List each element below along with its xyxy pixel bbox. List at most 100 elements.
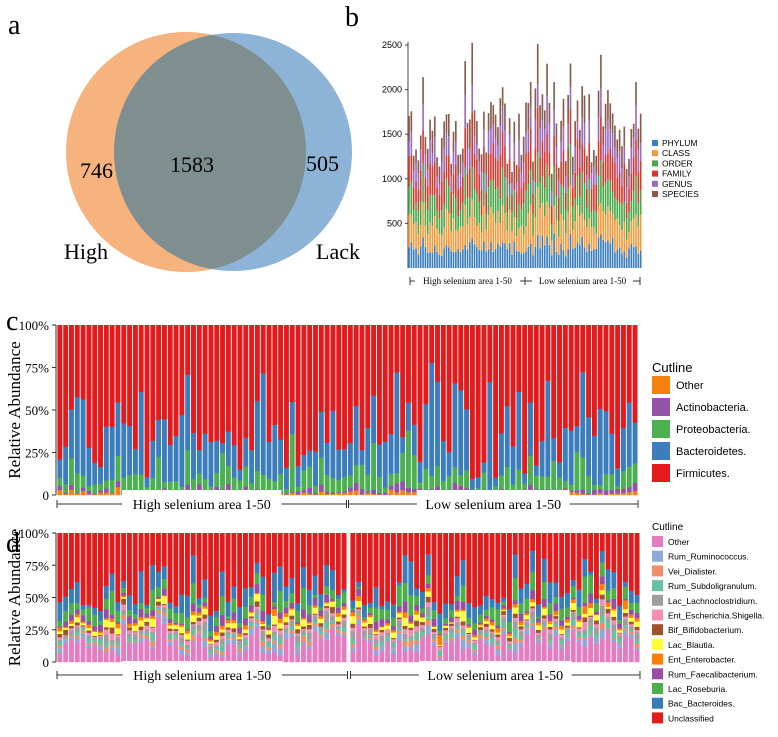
d-bar-segment xyxy=(628,630,634,632)
d-bar-segment xyxy=(362,622,367,627)
c-bar-segment xyxy=(196,484,202,492)
d-bar-segment xyxy=(179,649,185,655)
d-bar-segment xyxy=(628,631,634,635)
b-bar-segment xyxy=(506,230,509,250)
d-bar-segment xyxy=(634,643,640,648)
b-bar-segment xyxy=(532,255,534,268)
b-bar-segment xyxy=(529,81,532,107)
d-bar-segment xyxy=(524,627,530,629)
d-bar-segment xyxy=(219,614,225,626)
b-bar-segment xyxy=(445,114,448,134)
c-bar-segment xyxy=(498,475,504,489)
c-bar-segment xyxy=(191,325,196,434)
b-bar-segment xyxy=(553,166,555,206)
d-bar-segment xyxy=(547,629,553,634)
b-group-low-label-bg xyxy=(531,272,634,285)
d-bar-segment xyxy=(362,604,367,618)
c-bar-segment xyxy=(295,486,301,492)
d-bar-segment xyxy=(121,609,127,615)
d-bar-segment xyxy=(396,611,402,614)
d-bar-segment xyxy=(565,616,570,620)
c-legend-swatch xyxy=(652,376,670,394)
d-bar-segment xyxy=(225,627,231,630)
d-bar-segment xyxy=(437,633,443,636)
b-bar-segment xyxy=(557,254,560,268)
b-bar-segment xyxy=(576,100,579,123)
d-bar-segment xyxy=(156,533,161,572)
d-bar-segment xyxy=(472,629,478,636)
d-bar-segment xyxy=(617,533,623,606)
d-bar-segment xyxy=(431,626,437,627)
d-bar-segment xyxy=(553,582,559,598)
d-bar-segment xyxy=(362,627,367,632)
c-bar-segment xyxy=(475,488,481,492)
b-bar-segment xyxy=(450,251,452,268)
d-bar-segment xyxy=(501,597,507,602)
d-bar-segment xyxy=(289,633,295,637)
d-bar-segment xyxy=(86,607,92,622)
d-bar-segment xyxy=(74,533,80,583)
d-bar-segment xyxy=(208,615,214,632)
d-bar-segment xyxy=(103,585,109,599)
b-legend-swatch xyxy=(652,140,658,146)
d-bar-segment xyxy=(391,626,396,631)
d-bar-segment xyxy=(408,623,414,628)
c-bar-segment xyxy=(74,325,80,398)
b-bar-segment xyxy=(529,204,532,244)
d-bar-segment xyxy=(617,635,623,639)
c-bar-segment xyxy=(138,325,144,393)
b-bar-segment xyxy=(455,198,457,230)
d-bar-segment xyxy=(611,588,617,599)
d-bar-segment xyxy=(225,623,231,628)
d-bar-segment xyxy=(301,635,306,643)
d-bar-segment xyxy=(541,624,547,627)
b-bar-segment xyxy=(595,233,598,249)
d-bar-segment xyxy=(437,657,443,660)
d-bar-segment xyxy=(243,646,248,651)
d-bar-segment xyxy=(512,554,518,579)
b-bar-segment xyxy=(483,241,485,268)
d-bar-segment xyxy=(295,635,301,643)
b-bar-segment xyxy=(431,226,434,253)
d-bar-segment xyxy=(541,629,547,632)
d-bar-segment xyxy=(466,533,472,604)
d-bar-segment xyxy=(559,637,565,640)
d-bar-segment xyxy=(460,649,466,663)
b-bar-segment xyxy=(483,173,485,206)
d-bar-segment xyxy=(219,656,225,663)
d-bar-segment xyxy=(449,622,454,624)
b-bar-segment xyxy=(459,210,462,227)
d-bar-segment xyxy=(402,554,408,584)
d-bar-segment xyxy=(385,640,391,641)
b-bar-segment xyxy=(478,202,481,223)
b-bar-segment xyxy=(588,179,591,219)
c-bar-segment xyxy=(516,325,522,393)
d-legend-label: Lac_Blautia. xyxy=(668,640,715,650)
d-legend-swatch xyxy=(652,683,663,694)
d-bar-segment xyxy=(306,624,312,630)
b-bar-segment xyxy=(469,216,471,242)
d-bar-segment xyxy=(547,643,553,649)
c-bar-segment xyxy=(63,492,69,495)
d-bar-segment xyxy=(237,633,243,637)
venn-left-only-count: 746 xyxy=(80,158,113,183)
b-bar-segment xyxy=(595,173,598,186)
b-bar-segment xyxy=(422,237,424,268)
b-bar-segment xyxy=(408,186,410,214)
b-bar-segment xyxy=(433,194,436,217)
c-bar-segment xyxy=(504,325,510,407)
c-bar-segment xyxy=(156,456,162,491)
b-bar-segment xyxy=(632,138,635,158)
c-bar-segment xyxy=(69,458,74,485)
c-bar-segment xyxy=(69,489,74,496)
d-bar-segment xyxy=(420,533,425,593)
d-bar-segment xyxy=(547,642,553,644)
b-bar-segment xyxy=(623,201,626,222)
d-bar-segment xyxy=(306,604,312,615)
b-bar-segment xyxy=(581,117,583,145)
b-bar-segment xyxy=(520,225,523,254)
c-bar-segment xyxy=(237,469,243,481)
d-bar-segment xyxy=(547,633,553,641)
b-bar-segment xyxy=(553,82,555,111)
d-bar-segment xyxy=(196,612,202,616)
